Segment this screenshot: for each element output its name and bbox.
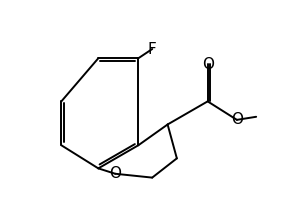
Text: O: O	[202, 57, 214, 72]
Text: F: F	[148, 41, 157, 57]
Text: O: O	[231, 112, 243, 127]
Text: O: O	[109, 166, 121, 181]
